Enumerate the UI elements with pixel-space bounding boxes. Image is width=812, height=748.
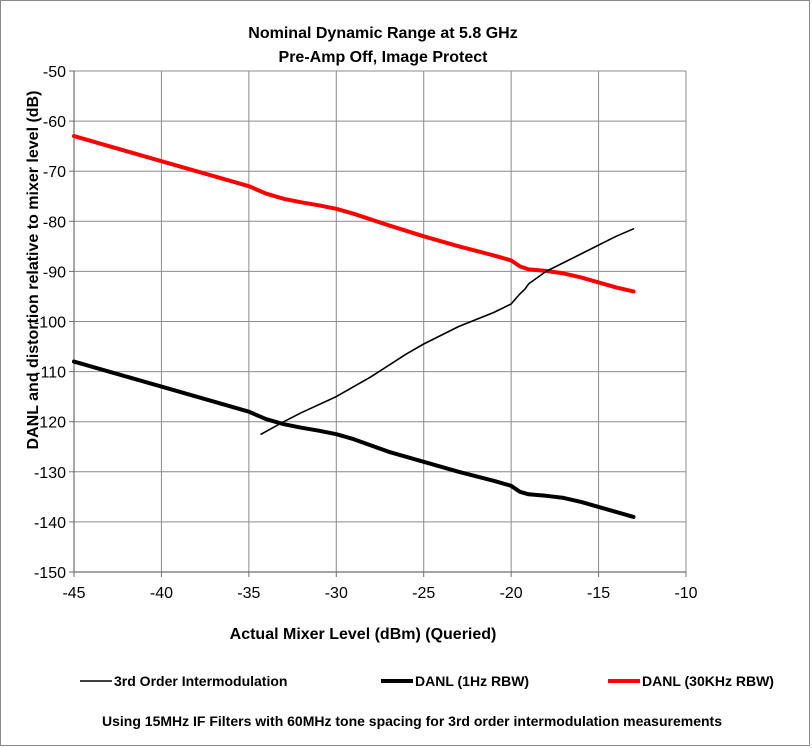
legend-label-danl-1hz: DANL (1Hz RBW) <box>415 673 529 689</box>
series-line-3rd-order-im <box>260 228 635 436</box>
chart-title-line-2: Pre-Amp Off, Image Protect <box>279 49 489 66</box>
x-axis-label: Actual Mixer Level (dBm) (Queried) <box>230 626 497 643</box>
footnote: Using 15MHz IF Filters with 60MHz tone s… <box>102 713 722 729</box>
y-tick-label: -60 <box>43 114 66 131</box>
y-tick-label: -100 <box>34 315 66 332</box>
x-tick-label: -35 <box>237 585 260 602</box>
x-tick-label: -25 <box>412 585 435 602</box>
series-line-danl-1hz <box>72 359 636 519</box>
x-tick-label: -10 <box>674 585 697 602</box>
x-tick-label: -15 <box>587 585 610 602</box>
y-tick-label: -110 <box>35 365 66 382</box>
grid-lines <box>69 70 687 577</box>
y-tick-label: -70 <box>43 164 66 181</box>
series-line-danl-30khz <box>72 134 636 294</box>
x-tick-label: -30 <box>325 585 348 602</box>
tick-labels: -50 -60 -70 -80 -90 -100 -110 -120 -130 -140 -150 -… <box>34 64 698 602</box>
x-tick-label: -45 <box>62 585 85 602</box>
x-tick-label: -20 <box>500 585 523 602</box>
legend-label-danl-30khz: DANL (30KHz RBW) <box>642 673 774 689</box>
data-series <box>72 134 636 519</box>
y-tick-label: -150 <box>34 565 66 582</box>
y-tick-label: -130 <box>34 465 66 482</box>
y-tick-label: -80 <box>43 214 66 231</box>
legend-label-3rd-order: 3rd Order Intermodulation <box>114 673 287 689</box>
y-tick-label: -50 <box>43 64 66 81</box>
y-tick-label: -120 <box>34 415 66 432</box>
x-tick-label: -40 <box>150 585 173 602</box>
chart-title-line-1: Nominal Dynamic Range at 5.8 GHz <box>248 25 517 42</box>
y-axis-label: DANL and distortion relative to mixer le… <box>25 91 42 450</box>
legend: 3rd Order Intermodulation DANL (1Hz RBW)… <box>80 673 774 689</box>
y-tick-label: -90 <box>43 264 66 281</box>
y-tick-label: -140 <box>34 515 66 532</box>
